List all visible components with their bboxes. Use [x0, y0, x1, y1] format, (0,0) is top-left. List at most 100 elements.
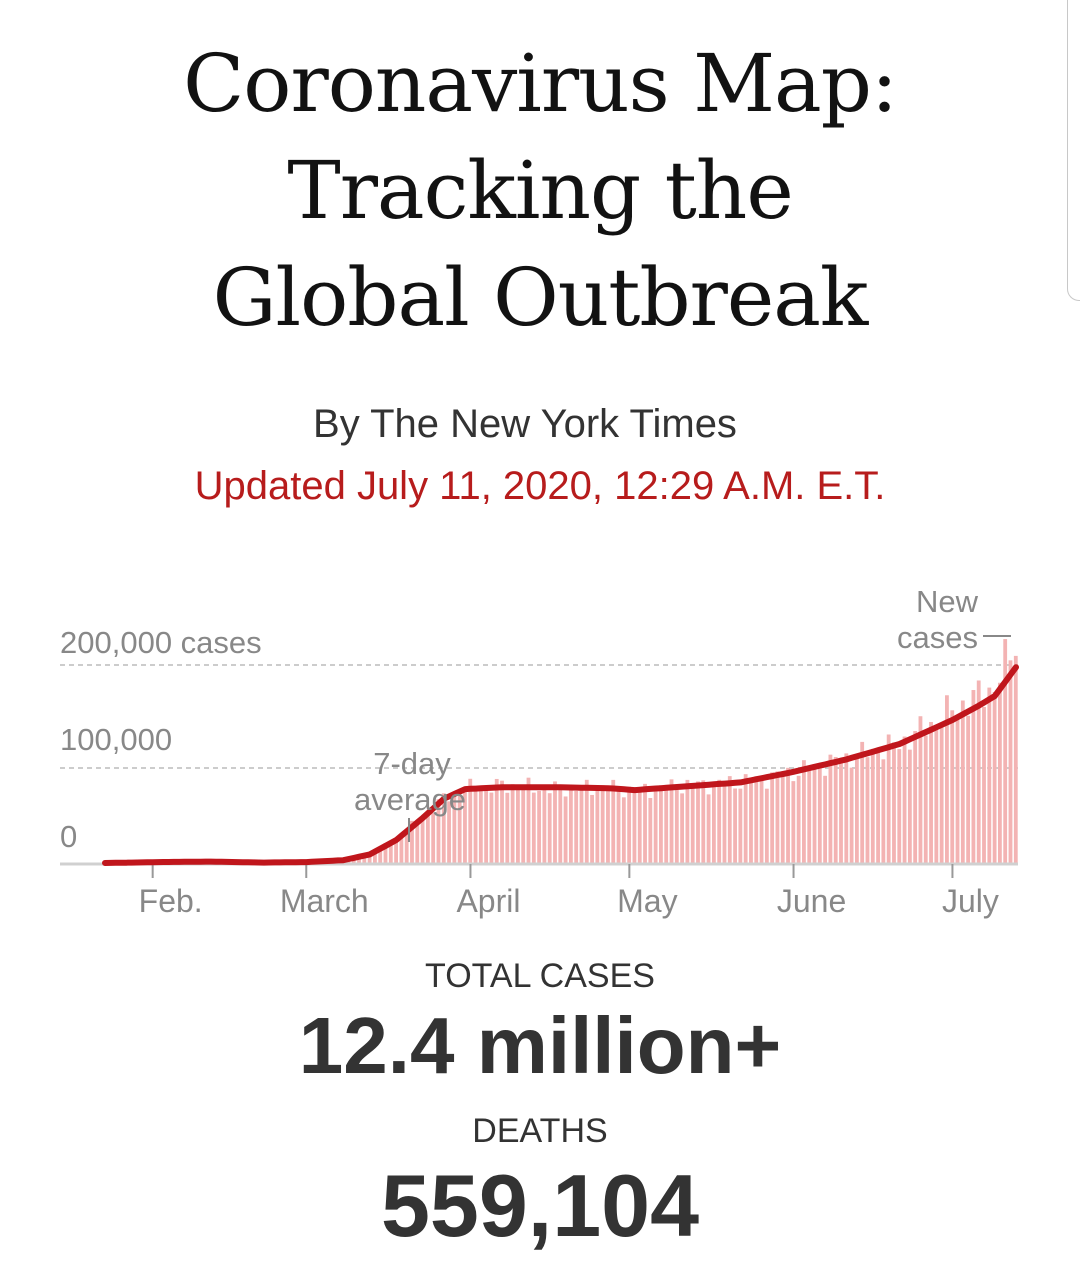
- new-cases-bar: [733, 788, 737, 864]
- new-cases-bar: [373, 851, 377, 864]
- new-cases-bar: [537, 790, 542, 864]
- new-cases-bar: [500, 780, 504, 864]
- new-cases-bar: [786, 767, 790, 864]
- total-cases-value: 12.4 million+: [298, 1001, 782, 1090]
- new-cases-bar: [754, 776, 759, 864]
- new-cases-annotation-line2: cases: [897, 620, 978, 655]
- new-cases-bar: [473, 790, 478, 864]
- new-cases-bar: [701, 780, 706, 864]
- new-cases-bar: [637, 787, 642, 864]
- new-cases-bar: [886, 734, 891, 864]
- new-cases-bar: [706, 794, 711, 864]
- new-cases-bar: [595, 789, 600, 864]
- x-tick-label: May: [617, 883, 677, 919]
- new-cases-bar: [711, 782, 716, 864]
- new-cases-bar: [833, 756, 838, 864]
- new-cases-bar: [627, 786, 632, 864]
- x-tick-label: March: [280, 883, 369, 919]
- x-tick-label: Feb.: [139, 883, 203, 919]
- new-cases-bar: [574, 791, 579, 864]
- new-cases-bar: [621, 797, 626, 864]
- new-cases-bar: [759, 776, 764, 864]
- new-cases-bar: [383, 843, 388, 864]
- new-cases-bar: [807, 770, 812, 864]
- x-tick-label: April: [456, 883, 520, 919]
- new-cases-bar: [600, 785, 605, 864]
- new-cases-bar: [436, 799, 441, 864]
- new-cases-bar: [632, 792, 637, 864]
- new-cases-bar: [425, 810, 430, 864]
- new-cases-bar: [531, 792, 536, 864]
- new-cases-bar: [584, 779, 589, 864]
- new-cases-bar: [982, 706, 986, 864]
- seven-day-average-line: [102, 664, 1019, 866]
- x-tick-label: June: [777, 883, 846, 919]
- new-cases-bar: [653, 789, 658, 864]
- new-cases-bar: [839, 763, 843, 864]
- new-cases-bar: [738, 788, 743, 864]
- total-cases-label: TOTAL CASES: [425, 957, 655, 995]
- new-cases-bar: [997, 682, 1002, 864]
- new-cases-bar: [606, 790, 610, 864]
- new-cases-bar: [1013, 655, 1018, 864]
- byline: By The New York Times: [313, 402, 737, 446]
- new-cases-bar: [976, 680, 981, 864]
- new-cases-bar: [489, 792, 494, 864]
- new-cases-bar: [923, 735, 928, 864]
- new-cases-bar: [478, 790, 483, 864]
- new-cases-bar: [447, 801, 451, 864]
- new-cases-bar: [860, 741, 865, 864]
- new-cases-bar: [907, 749, 912, 864]
- new-cases-bar: [960, 700, 965, 864]
- new-cases-bar: [828, 754, 833, 864]
- new-cases-bar: [897, 749, 902, 864]
- average-annotation-line1: 7-day: [373, 746, 451, 781]
- new-cases-bar: [791, 781, 796, 864]
- deaths-value: 559,104: [380, 1156, 700, 1255]
- new-cases-bar: [558, 786, 563, 864]
- new-cases-bar: [929, 721, 933, 864]
- new-cases-bar: [812, 764, 817, 864]
- new-cases-bar: [966, 715, 971, 864]
- new-cases-annotation-line1: New: [916, 584, 979, 619]
- new-cases-bar: [764, 788, 769, 864]
- new-cases-bar: [415, 821, 420, 864]
- new-cases-bar: [817, 766, 822, 864]
- new-cases-bar: [971, 690, 976, 864]
- new-cases-bar: [410, 820, 414, 864]
- x-tick-label: July: [942, 883, 999, 919]
- new-cases-bar: [823, 775, 828, 864]
- x-axis-ticks: [151, 864, 954, 878]
- y-tick-label-200k: 200,000 cases: [60, 625, 262, 660]
- new-cases-bar: [674, 789, 679, 864]
- new-cases-bar: [854, 756, 859, 864]
- new-cases-bar: [659, 785, 663, 864]
- new-cases-bar: [717, 779, 722, 864]
- new-cases-bar: [950, 710, 955, 864]
- new-cases-bar: [955, 715, 960, 864]
- new-cases-bar: [685, 779, 690, 864]
- new-cases-bar: [802, 760, 806, 864]
- title-line-2: Tracking the: [287, 144, 793, 237]
- new-cases-bar: [844, 753, 849, 864]
- new-cases-bar: [696, 781, 700, 864]
- new-cases-bar: [394, 839, 399, 864]
- cases-chart: 200,000 cases 100,000 0 7-day average Ne…: [60, 584, 1019, 919]
- new-cases-bar: [404, 832, 409, 864]
- new-cases-bar: [484, 785, 489, 864]
- new-cases-bar: [902, 736, 907, 864]
- new-cases-bar: [643, 783, 647, 864]
- new-cases-bar: [516, 789, 520, 864]
- new-cases-bar: [362, 854, 367, 864]
- new-cases-bar: [865, 757, 870, 864]
- title-line-1: Coronavirus Map:: [183, 37, 898, 130]
- new-cases-bar: [770, 772, 775, 864]
- new-cases-bar: [494, 778, 499, 864]
- new-cases-bars: [102, 639, 1018, 864]
- new-cases-bar: [611, 779, 616, 864]
- new-cases-bar: [934, 724, 939, 864]
- new-cases-bar: [616, 789, 621, 864]
- new-cases-bar: [680, 793, 685, 864]
- new-cases-bar: [939, 727, 944, 864]
- new-cases-bar: [918, 716, 923, 864]
